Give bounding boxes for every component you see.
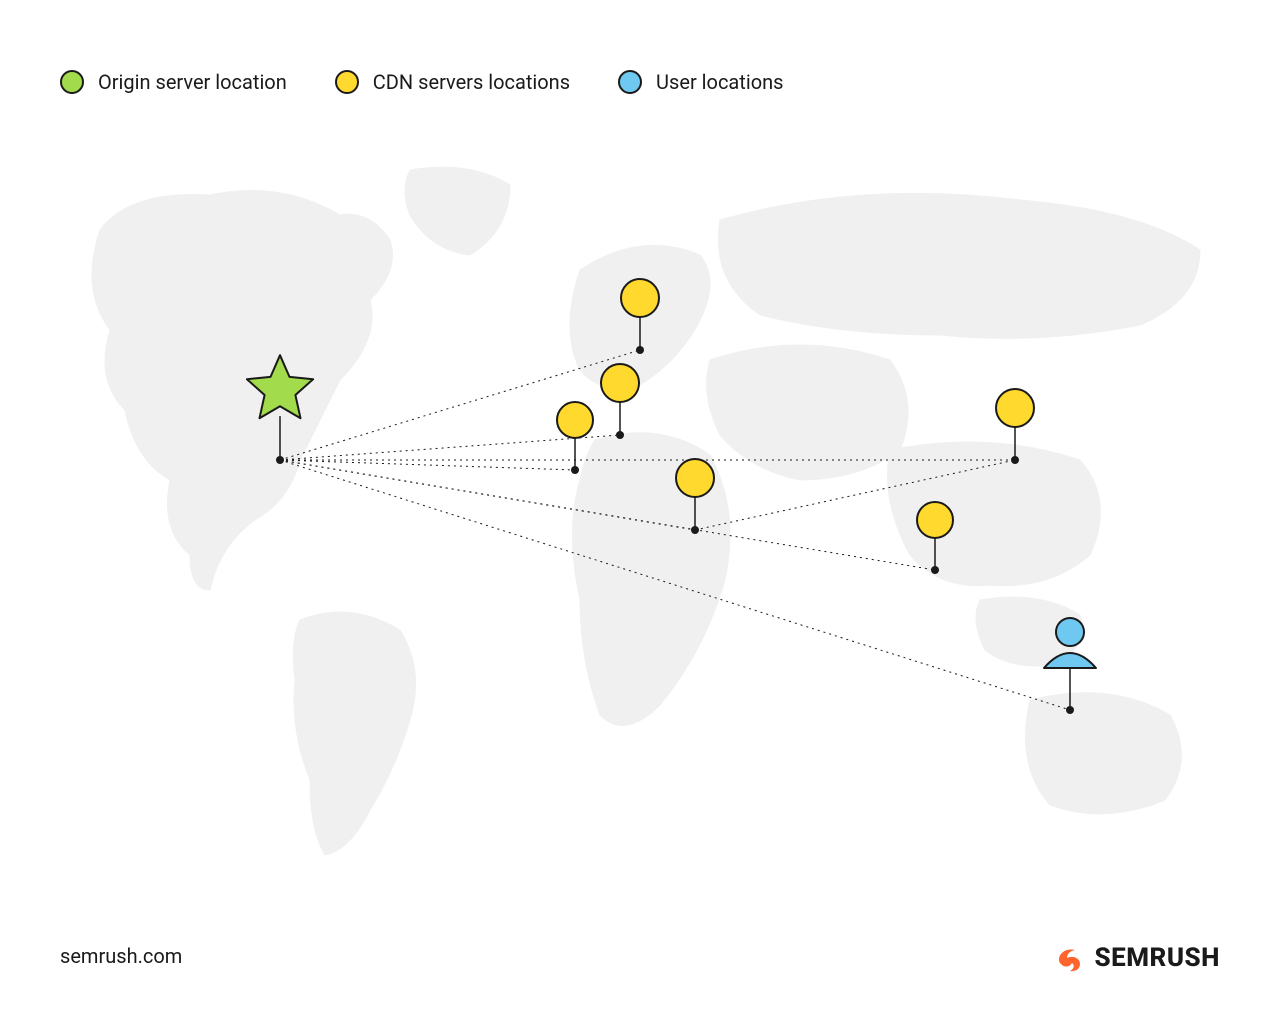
legend-item-user: User locations xyxy=(618,70,783,94)
footer-url: semrush.com xyxy=(60,944,182,968)
cdn-marker xyxy=(601,364,639,439)
land-masses xyxy=(92,167,1200,855)
brand: SEMRUSH xyxy=(1053,942,1220,974)
semrush-flame-icon xyxy=(1053,942,1085,974)
brand-text: SEMRUSH xyxy=(1095,943,1220,973)
legend-item-origin: Origin server location xyxy=(60,70,287,94)
legend-label-origin: Origin server location xyxy=(98,70,287,94)
world-map-diagram xyxy=(40,160,1240,860)
legend-label-user: User locations xyxy=(656,70,783,94)
legend-label-cdn: CDN servers locations xyxy=(373,70,570,94)
legend-swatch-user xyxy=(618,70,642,94)
legend-item-cdn: CDN servers locations xyxy=(335,70,570,94)
legend: Origin server location CDN servers locat… xyxy=(60,70,783,94)
world-map-svg xyxy=(40,160,1240,860)
legend-swatch-cdn xyxy=(335,70,359,94)
legend-swatch-origin xyxy=(60,70,84,94)
